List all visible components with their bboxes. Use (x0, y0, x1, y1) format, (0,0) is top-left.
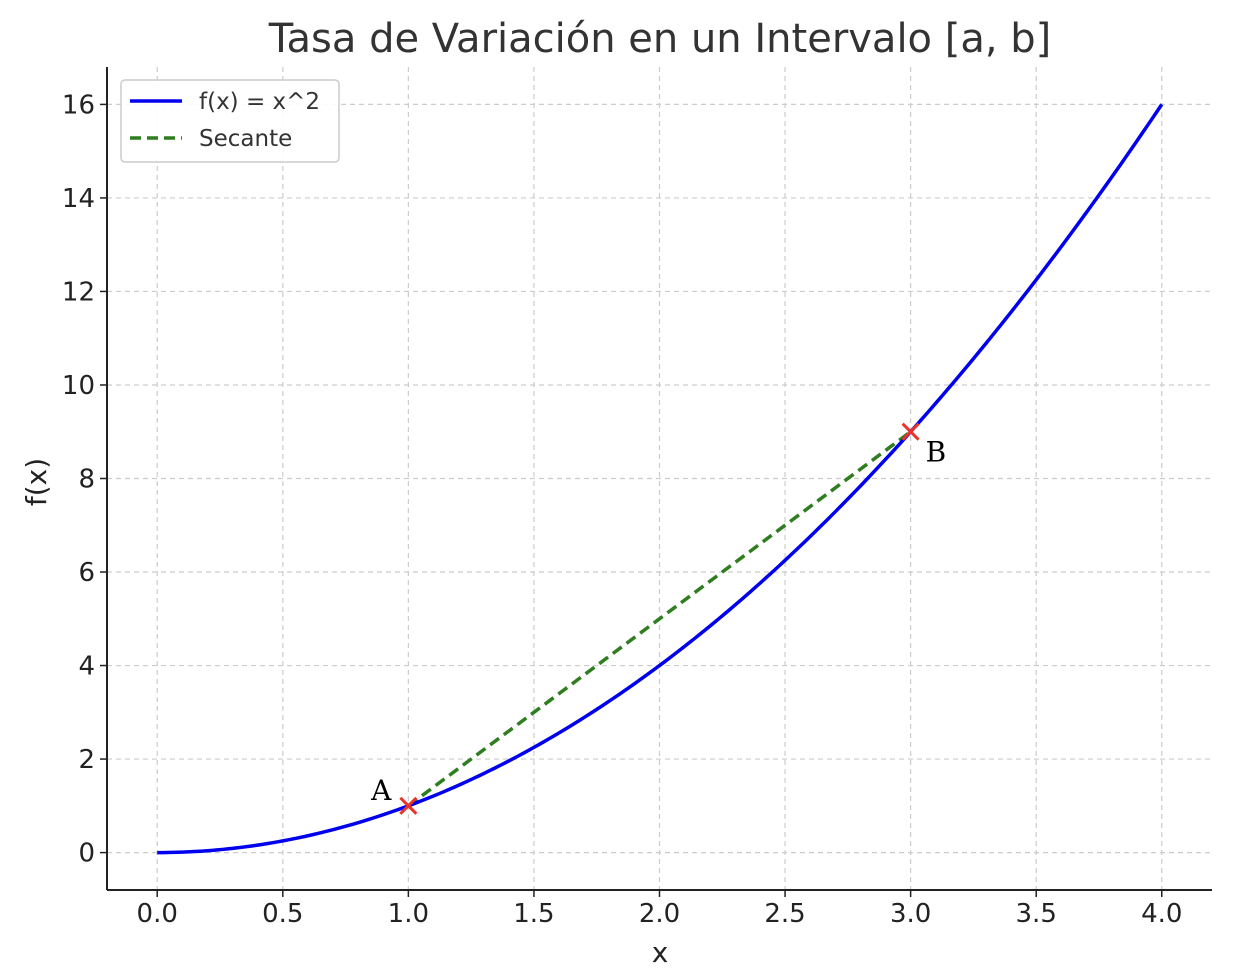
point-label: A (370, 774, 392, 807)
x-tick-label: 4.0 (1141, 899, 1182, 929)
legend-label-series-1: f(x) = x^2 (199, 89, 320, 115)
x-tick-label: 0.0 (137, 899, 178, 929)
y-tick-label: 2 (78, 745, 95, 775)
tick-labels: 0.0 0.5 1.0 1.5 2.0 2.5 3.0 3.5 4.0 0 2 4 6 8 10 12 14 16 (62, 90, 1183, 929)
point-label: B (926, 436, 947, 469)
y-tick-label: 4 (78, 652, 95, 682)
x-tick-label: 3.0 (890, 899, 931, 929)
x-tick-label: 0.5 (262, 899, 303, 929)
y-tick-label: 14 (62, 184, 95, 214)
grid (107, 67, 1212, 890)
x-tick-label: 3.5 (1016, 899, 1057, 929)
chart-title: Tasa de Variación en un Intervalo [a, b] (268, 16, 1052, 62)
y-tick-label: 10 (62, 371, 95, 401)
plot-area: AB (157, 103, 1164, 855)
y-tick-label: 12 (62, 277, 95, 307)
y-tick-label: 0 (78, 839, 95, 869)
function-curve (157, 103, 1164, 855)
legend-label-series-2: Secante (199, 126, 292, 152)
x-tick-label: 2.0 (639, 899, 680, 929)
x-tick-label: 2.5 (764, 899, 805, 929)
point-b: B (901, 422, 947, 469)
point-a: A (370, 774, 418, 815)
y-tick-label: 16 (62, 90, 95, 120)
axes (100, 67, 1212, 897)
y-axis-label: f(x) (20, 458, 53, 506)
x-tick-label: 1.5 (513, 899, 554, 929)
x-tick-label: 1.0 (388, 899, 429, 929)
legend: f(x) = x^2 Secante (120, 79, 340, 163)
x-axis-label: x (652, 936, 669, 969)
point-marker (901, 422, 920, 441)
y-tick-label: 8 (78, 465, 95, 495)
point-marker (399, 796, 418, 815)
secant-line (407, 430, 912, 808)
y-tick-label: 6 (78, 558, 95, 588)
